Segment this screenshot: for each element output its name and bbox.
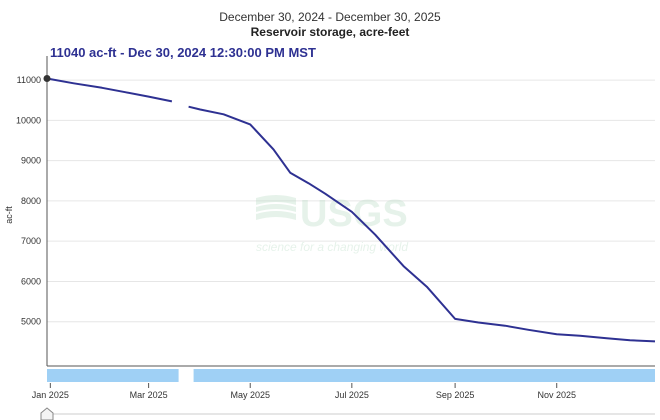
usgs-logo-icon bbox=[255, 195, 297, 220]
usgs-tagline: science for a changing world bbox=[256, 240, 408, 254]
y-tick-label: 8000 bbox=[21, 196, 41, 206]
availability-segment bbox=[47, 369, 179, 382]
storage-series-line bbox=[188, 105, 656, 343]
series-lines bbox=[46, 77, 656, 343]
chart-subtitle: December 30, 2024 - December 30, 2025 bbox=[219, 10, 441, 24]
usgs-watermark: USGS science for a changing world bbox=[255, 193, 408, 254]
chart-title: Reservoir storage, acre-feet bbox=[250, 25, 410, 39]
x-tick-label: Jul 2025 bbox=[335, 390, 369, 400]
y-tick-label: 6000 bbox=[21, 276, 41, 286]
storage-series-line bbox=[46, 77, 173, 103]
x-tick-label: Sep 2025 bbox=[436, 390, 475, 400]
chart-grid bbox=[47, 79, 655, 323]
data-availability-bar bbox=[47, 369, 655, 382]
x-tick-label: May 2025 bbox=[230, 390, 270, 400]
y-tick-label: 5000 bbox=[21, 317, 41, 327]
y-axis-label: ac-ft bbox=[4, 206, 14, 224]
range-slider-handle[interactable] bbox=[40, 407, 54, 420]
y-tick-label: 10000 bbox=[16, 115, 41, 125]
y-tick-label: 9000 bbox=[21, 156, 41, 166]
y-axis-ticks: 5000 6000 7000 8000 9000 10000 11000 bbox=[16, 75, 41, 327]
range-slider[interactable] bbox=[40, 407, 655, 420]
x-axis-ticks: Jan 2025 Mar 2025 May 2025 Jul 2025 Sep 2025… bbox=[32, 383, 576, 400]
x-tick-label: Jan 2025 bbox=[32, 390, 69, 400]
x-tick-label: Nov 2025 bbox=[537, 390, 576, 400]
selected-point-marker[interactable] bbox=[43, 74, 51, 82]
y-tick-label: 7000 bbox=[21, 236, 41, 246]
selected-point-readout: 11040 ac-ft - Dec 30, 2024 12:30:00 PM M… bbox=[50, 45, 316, 60]
chart-axes bbox=[46, 56, 655, 367]
y-tick-label: 11000 bbox=[17, 75, 41, 85]
x-tick-label: Mar 2025 bbox=[130, 390, 168, 400]
availability-segment bbox=[193, 369, 655, 382]
